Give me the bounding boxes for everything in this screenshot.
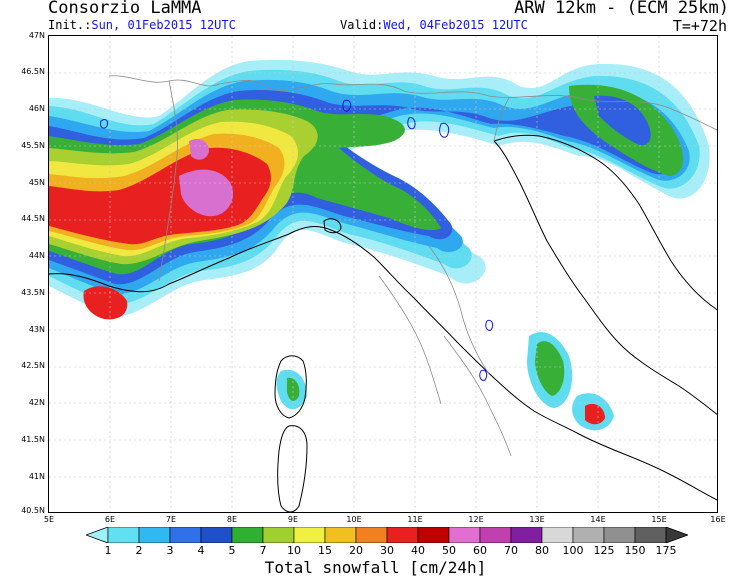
colorbar-box: [355, 527, 388, 543]
colorbar-label: 4: [197, 544, 205, 557]
colorbar-label: 30: [380, 544, 394, 557]
colorbar-box: [479, 527, 512, 543]
colorbar: [86, 527, 688, 543]
init-value: Sun, 01Feb2015 12UTC: [91, 18, 236, 32]
lat-tick: 43N: [28, 325, 45, 334]
colorbar-label: 15: [318, 544, 332, 557]
valid-label: Valid:: [340, 18, 384, 32]
lat-tick: 43.5N: [21, 288, 45, 297]
colorbar-box: [572, 527, 605, 543]
lon-tick: 5E: [43, 515, 55, 524]
lon-tick: 11E: [407, 515, 423, 524]
colorbar-label: 80: [535, 544, 549, 557]
lat-tick: 41.5N: [21, 435, 45, 444]
lon-tick: 12E: [468, 515, 484, 524]
colorbar-label: 60: [473, 544, 487, 557]
colorbar-label: 10: [287, 544, 301, 557]
snowfall-map: [48, 35, 718, 513]
colorbar-label: 3: [166, 544, 174, 557]
colorbar-label: 7: [259, 544, 267, 557]
colorbar-box: [262, 527, 295, 543]
colorbar-box: [603, 527, 636, 543]
map-graphic: [49, 36, 717, 512]
lat-lon-grid: [49, 36, 717, 512]
lat-tick: 40.5N: [21, 506, 45, 515]
lon-tick: 6E: [104, 515, 116, 524]
lon-tick: 10E: [346, 515, 362, 524]
colorbar-box: [324, 527, 357, 543]
lat-tick: 42N: [28, 398, 45, 407]
colorbar-title: Total snowfall [cm/24h]: [264, 558, 487, 577]
lon-tick: 15E: [651, 515, 667, 524]
lakes: [100, 99, 494, 381]
colorbar-box: [417, 527, 450, 543]
colorbar-label: 175: [655, 544, 677, 557]
colorbar-box: [107, 527, 140, 543]
coastline: [49, 134, 717, 512]
lat-tick: 45.5N: [21, 141, 45, 150]
colorbar-box: [200, 527, 233, 543]
lat-tick: 41N: [28, 472, 45, 481]
colorbar-box: [386, 527, 419, 543]
lat-tick: 42.5N: [21, 361, 45, 370]
lon-tick: 13E: [529, 515, 545, 524]
colorbar-box: [448, 527, 481, 543]
lat-tick: 47N: [28, 31, 45, 40]
product-title: Consorzio LaMMA: [48, 0, 202, 18]
colorbar-max-arrow: [665, 527, 688, 543]
colorbar-box: [510, 527, 543, 543]
lat-tick: 45N: [28, 178, 45, 187]
colorbar-box: [231, 527, 264, 543]
colorbar-box: [138, 527, 171, 543]
colorbar-box: [634, 527, 667, 543]
lat-tick: 44.5N: [21, 214, 45, 223]
colorbar-box: [293, 527, 326, 543]
lon-tick: 14E: [590, 515, 606, 524]
init-time: Init.:Sun, 01Feb2015 12UTC: [48, 18, 236, 32]
colorbar-label: 50: [442, 544, 456, 557]
colorbar-label: 2: [135, 544, 143, 557]
colorbar-box: [169, 527, 202, 543]
colorbar-label: 1: [104, 544, 112, 557]
colorbar-box: [541, 527, 574, 543]
snowfall-field: [49, 59, 710, 431]
lon-tick: 8E: [226, 515, 238, 524]
model-label: ARW 12km - (ECM 25km): [514, 0, 729, 18]
colorbar-label: 40: [411, 544, 425, 557]
country-borders: [108, 75, 717, 457]
colorbar-label: 5: [228, 544, 236, 557]
lon-tick: 16E: [710, 515, 726, 524]
lead-time: T=+72h: [672, 17, 727, 35]
colorbar-label: 150: [624, 544, 646, 557]
colorbar-label: 125: [593, 544, 615, 557]
colorbar-label: 100: [562, 544, 584, 557]
lon-tick: 7E: [165, 515, 177, 524]
lat-tick: 44N: [28, 251, 45, 260]
colorbar-label: 20: [349, 544, 363, 557]
lat-tick: 46N: [28, 104, 45, 113]
valid-value: Wed, 04Feb2015 12UTC: [383, 18, 528, 32]
valid-time: Valid:Wed, 04Feb2015 12UTC: [340, 18, 528, 32]
lon-tick: 9E: [287, 515, 299, 524]
lat-tick: 46.5N: [21, 67, 45, 76]
colorbar-label: 70: [504, 544, 518, 557]
colorbar-min-arrow: [86, 527, 109, 543]
init-label: Init.:: [48, 18, 92, 32]
